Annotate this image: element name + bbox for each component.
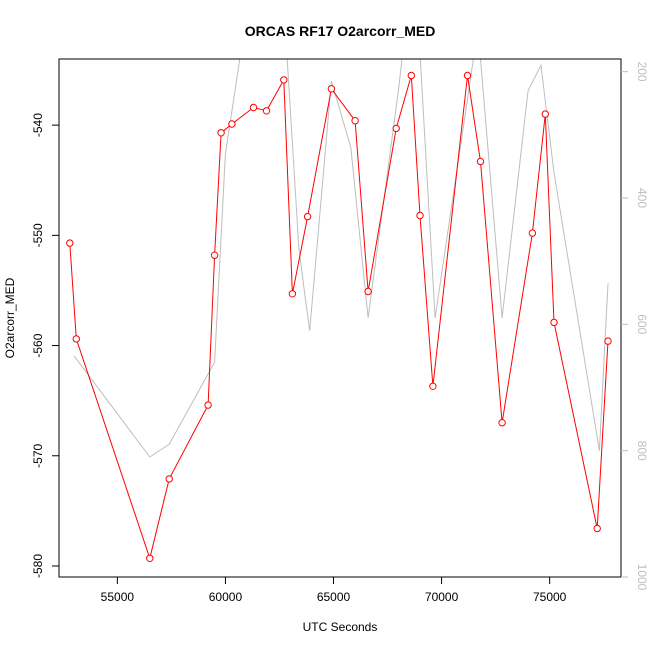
- data-point: [165, 475, 173, 483]
- data-point: [429, 382, 437, 390]
- data-point: [463, 71, 472, 80]
- data-point: [351, 117, 359, 125]
- x-axis-label: UTC Seconds: [303, 620, 378, 634]
- data-point: [72, 335, 81, 343]
- primary-series: [66, 71, 612, 562]
- data-point: [364, 287, 372, 296]
- data-point: [476, 157, 485, 166]
- primary-series-line: [69, 75, 609, 561]
- y2-tick-label: 200: [635, 62, 649, 82]
- data-point: [498, 419, 506, 427]
- data-point: [288, 290, 297, 298]
- data-point: [204, 401, 212, 409]
- y2-tick-label: 800: [635, 441, 649, 461]
- data-point: [528, 229, 537, 237]
- y-tick-label: -580: [31, 554, 45, 578]
- data-point: [392, 124, 400, 133]
- x-tick-label: 65000: [317, 590, 351, 604]
- x-tick-label: 60000: [209, 590, 243, 604]
- y-tick-label: -570: [31, 443, 45, 467]
- x-tick-label: 70000: [425, 590, 459, 604]
- secondary-series-line: [73, 59, 609, 458]
- y-tick-label: -550: [31, 223, 45, 247]
- y2-tick-label: 400: [635, 188, 649, 208]
- y2-tick-label: 600: [635, 314, 649, 334]
- x-axis: 55000 60000 65000 70000 75000: [101, 577, 567, 604]
- data-point: [416, 211, 424, 220]
- data-point: [550, 318, 558, 327]
- y-tick-label: -540: [31, 113, 45, 137]
- y2-tick-label: 1000: [635, 564, 649, 591]
- y-axis: -580 -570 -560 -550 -540: [31, 113, 59, 578]
- data-point: [593, 524, 601, 533]
- data-point: [327, 85, 336, 93]
- data-point: [604, 337, 612, 345]
- data-point: [541, 110, 549, 118]
- data-point: [210, 251, 219, 259]
- data-point: [407, 71, 415, 80]
- y-tick-label: -560: [31, 333, 45, 357]
- chart-title: ORCAS RF17 O2arcorr_MED: [245, 23, 436, 39]
- data-point: [146, 554, 154, 562]
- data-point: [303, 212, 312, 221]
- data-point: [249, 103, 258, 112]
- y-axis-label: O2arcorr_MED: [3, 277, 17, 358]
- data-point: [262, 107, 271, 115]
- x-tick-label: 75000: [533, 590, 567, 604]
- y2-axis: 200 400 600 800 1000: [621, 62, 649, 591]
- x-tick-label: 55000: [101, 590, 135, 604]
- data-point: [280, 76, 288, 84]
- data-point: [217, 129, 225, 137]
- data-point: [228, 120, 236, 128]
- data-point: [66, 239, 74, 247]
- secondary-series: [73, 59, 609, 458]
- plot-frame: [58, 58, 622, 578]
